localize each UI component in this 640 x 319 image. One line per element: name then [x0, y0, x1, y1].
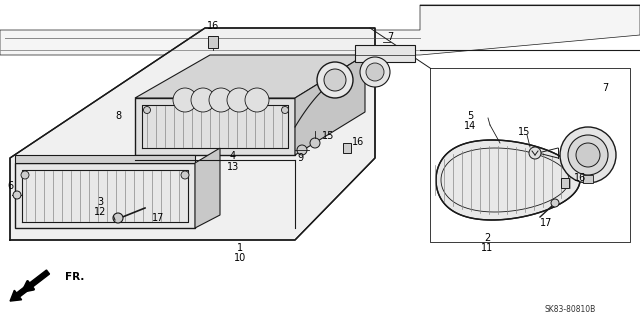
Text: 15: 15: [518, 127, 530, 137]
Polygon shape: [450, 157, 550, 213]
Text: 14: 14: [464, 121, 476, 131]
Polygon shape: [355, 45, 415, 62]
Circle shape: [317, 62, 353, 98]
Text: 16: 16: [574, 173, 586, 183]
Text: 4: 4: [230, 151, 236, 161]
Text: 9: 9: [297, 153, 303, 163]
Circle shape: [143, 107, 150, 114]
Circle shape: [366, 63, 384, 81]
Circle shape: [13, 191, 21, 199]
Bar: [561, 178, 569, 188]
Text: 16: 16: [352, 137, 364, 147]
Bar: [208, 36, 218, 48]
Circle shape: [324, 69, 346, 91]
Circle shape: [297, 145, 307, 155]
Circle shape: [209, 88, 233, 112]
Text: SK83-80810B: SK83-80810B: [545, 306, 596, 315]
Circle shape: [551, 199, 559, 207]
Circle shape: [282, 107, 289, 114]
Text: 17: 17: [152, 213, 164, 223]
Text: 7: 7: [387, 32, 393, 42]
Circle shape: [529, 147, 541, 159]
Polygon shape: [295, 55, 365, 155]
Text: FR.: FR.: [65, 272, 84, 282]
Circle shape: [191, 88, 215, 112]
Polygon shape: [135, 55, 365, 98]
Polygon shape: [0, 5, 640, 55]
Circle shape: [310, 138, 320, 148]
Text: 5: 5: [467, 111, 473, 121]
Text: 1: 1: [237, 243, 243, 253]
Text: 13: 13: [227, 162, 239, 172]
Circle shape: [568, 135, 608, 175]
Text: 6: 6: [7, 181, 13, 191]
Text: 3: 3: [97, 197, 103, 207]
Polygon shape: [15, 155, 195, 163]
Circle shape: [245, 88, 269, 112]
Circle shape: [173, 88, 197, 112]
Text: 10: 10: [234, 253, 246, 263]
Circle shape: [560, 127, 616, 183]
Polygon shape: [10, 28, 375, 240]
Circle shape: [360, 57, 390, 87]
Text: 16: 16: [207, 21, 219, 31]
Polygon shape: [15, 163, 195, 228]
Text: 2: 2: [484, 233, 490, 243]
Text: 17: 17: [540, 218, 552, 228]
Circle shape: [113, 213, 123, 223]
Text: 11: 11: [481, 243, 493, 253]
Polygon shape: [195, 148, 220, 228]
Circle shape: [181, 171, 189, 179]
Circle shape: [227, 88, 251, 112]
Bar: [343, 143, 351, 153]
Polygon shape: [436, 140, 580, 220]
Text: 8: 8: [115, 111, 121, 121]
Polygon shape: [135, 98, 295, 155]
Circle shape: [21, 171, 29, 179]
FancyArrow shape: [10, 270, 49, 301]
Bar: [583, 175, 593, 183]
Text: 7: 7: [602, 83, 608, 93]
Text: 15: 15: [322, 131, 334, 141]
Text: 12: 12: [94, 207, 106, 217]
Circle shape: [576, 143, 600, 167]
